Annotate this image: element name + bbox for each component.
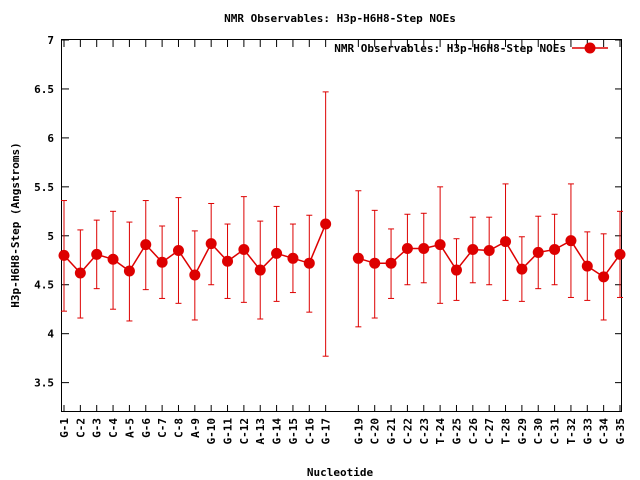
x-tick-label: G-25 <box>450 418 463 445</box>
x-tick-label: G-29 <box>516 418 529 445</box>
error-bars <box>61 91 623 357</box>
data-point <box>222 255 234 267</box>
data-point <box>483 244 495 256</box>
data-point <box>205 238 217 250</box>
data-point <box>156 256 168 268</box>
data-point <box>123 265 135 277</box>
x-tick-label: G-6 <box>140 418 153 438</box>
data-point <box>107 253 119 265</box>
x-tick-label: C-27 <box>483 418 496 445</box>
y-tick-label: 6.5 <box>34 83 54 96</box>
x-tick-label: C-34 <box>598 418 611 445</box>
y-tick-label: 5 <box>47 230 54 243</box>
y-axis-ticks: 3.5 4 4.5 5 5.5 6 6.5 7 <box>34 34 622 390</box>
y-tick-label: 4 <box>47 328 54 341</box>
y-axis-label: H3p-H6H8-Step (Angstroms) <box>9 142 22 308</box>
x-tick-label: A-13 <box>254 418 267 445</box>
x-tick-label: G-15 <box>287 418 300 445</box>
legend: NMR Observables: H3p-H6H8-Step NOEs <box>334 42 608 55</box>
x-tick-label: C-7 <box>156 418 169 438</box>
x-tick-label: C-23 <box>418 418 431 445</box>
legend-label: NMR Observables: H3p-H6H8-Step NOEs <box>334 42 566 55</box>
x-tick-label: G-1 <box>58 418 71 438</box>
data-point <box>287 252 299 264</box>
series-segment <box>308 223 327 264</box>
x-tick-label: G-17 <box>320 418 333 445</box>
x-tick-label: C-12 <box>238 418 251 445</box>
x-tick-label: C-20 <box>369 418 382 445</box>
x-tick-label: C-16 <box>303 418 316 445</box>
x-tick-label: C-31 <box>549 418 562 445</box>
data-point <box>418 243 430 255</box>
series-segment <box>194 243 212 276</box>
data-point <box>450 264 462 276</box>
data-point <box>74 267 86 279</box>
data-point <box>549 243 561 255</box>
x-tick-label: G-10 <box>205 418 218 445</box>
x-tick-label: C-30 <box>532 418 545 445</box>
data-point <box>516 263 528 275</box>
data-point <box>91 248 103 260</box>
x-tick-label: A-5 <box>123 418 136 438</box>
data-point <box>532 246 544 258</box>
data-point <box>352 252 364 264</box>
data-point <box>434 239 446 251</box>
data-point <box>320 218 332 230</box>
x-tick-label: A-9 <box>189 418 202 438</box>
data-point <box>614 248 626 260</box>
data-point <box>189 269 201 281</box>
x-tick-label: G-19 <box>352 418 365 445</box>
x-tick-label: G-35 <box>614 418 627 445</box>
y-tick-label: 6 <box>47 132 54 145</box>
data-point <box>140 239 152 251</box>
x-tick-label: G-21 <box>385 418 398 445</box>
data-point <box>565 235 577 247</box>
x-tick-label: C-2 <box>74 418 87 438</box>
chart-title: NMR Observables: H3p-H6H8-Step NOEs <box>224 12 456 25</box>
x-tick-label: G-14 <box>271 418 284 445</box>
x-tick-label: C-8 <box>172 418 185 438</box>
x-tick-label: G-3 <box>91 418 104 438</box>
data-point <box>238 243 250 255</box>
x-tick-label: G-11 <box>222 418 235 445</box>
data-point <box>401 243 413 255</box>
legend-marker <box>584 42 596 54</box>
y-tick-label: 3.5 <box>34 377 54 390</box>
x-axis-ticks: G-1 C-2 G-3 C-4 A-5 G-6 C-7 C-8 A-9 G-10 G-11 C-12 A… <box>58 40 627 445</box>
data-point <box>598 271 610 283</box>
x-tick-label: G-33 <box>581 418 594 445</box>
data-point <box>467 243 479 255</box>
data-point <box>385 257 397 269</box>
data-point <box>254 264 266 276</box>
plot-frame <box>61 39 622 412</box>
x-axis-label: Nucleotide <box>307 466 374 479</box>
data-point <box>58 249 70 261</box>
y-tick-label: 4.5 <box>34 279 54 292</box>
x-tick-label: C-4 <box>107 418 120 438</box>
data-point <box>271 247 283 259</box>
data-point <box>303 257 315 269</box>
data-point <box>369 257 381 269</box>
y-tick-label: 5.5 <box>34 181 54 194</box>
x-tick-label: T-24 <box>434 418 447 445</box>
y-tick-label: 7 <box>47 34 54 47</box>
data-point <box>172 244 184 256</box>
x-tick-label: C-26 <box>467 418 480 445</box>
data-point <box>500 236 512 248</box>
x-tick-label: T-32 <box>565 418 578 445</box>
data-point <box>581 260 593 272</box>
data-points <box>58 218 626 283</box>
x-tick-label: C-22 <box>401 418 414 445</box>
x-tick-label: T-28 <box>500 418 513 445</box>
